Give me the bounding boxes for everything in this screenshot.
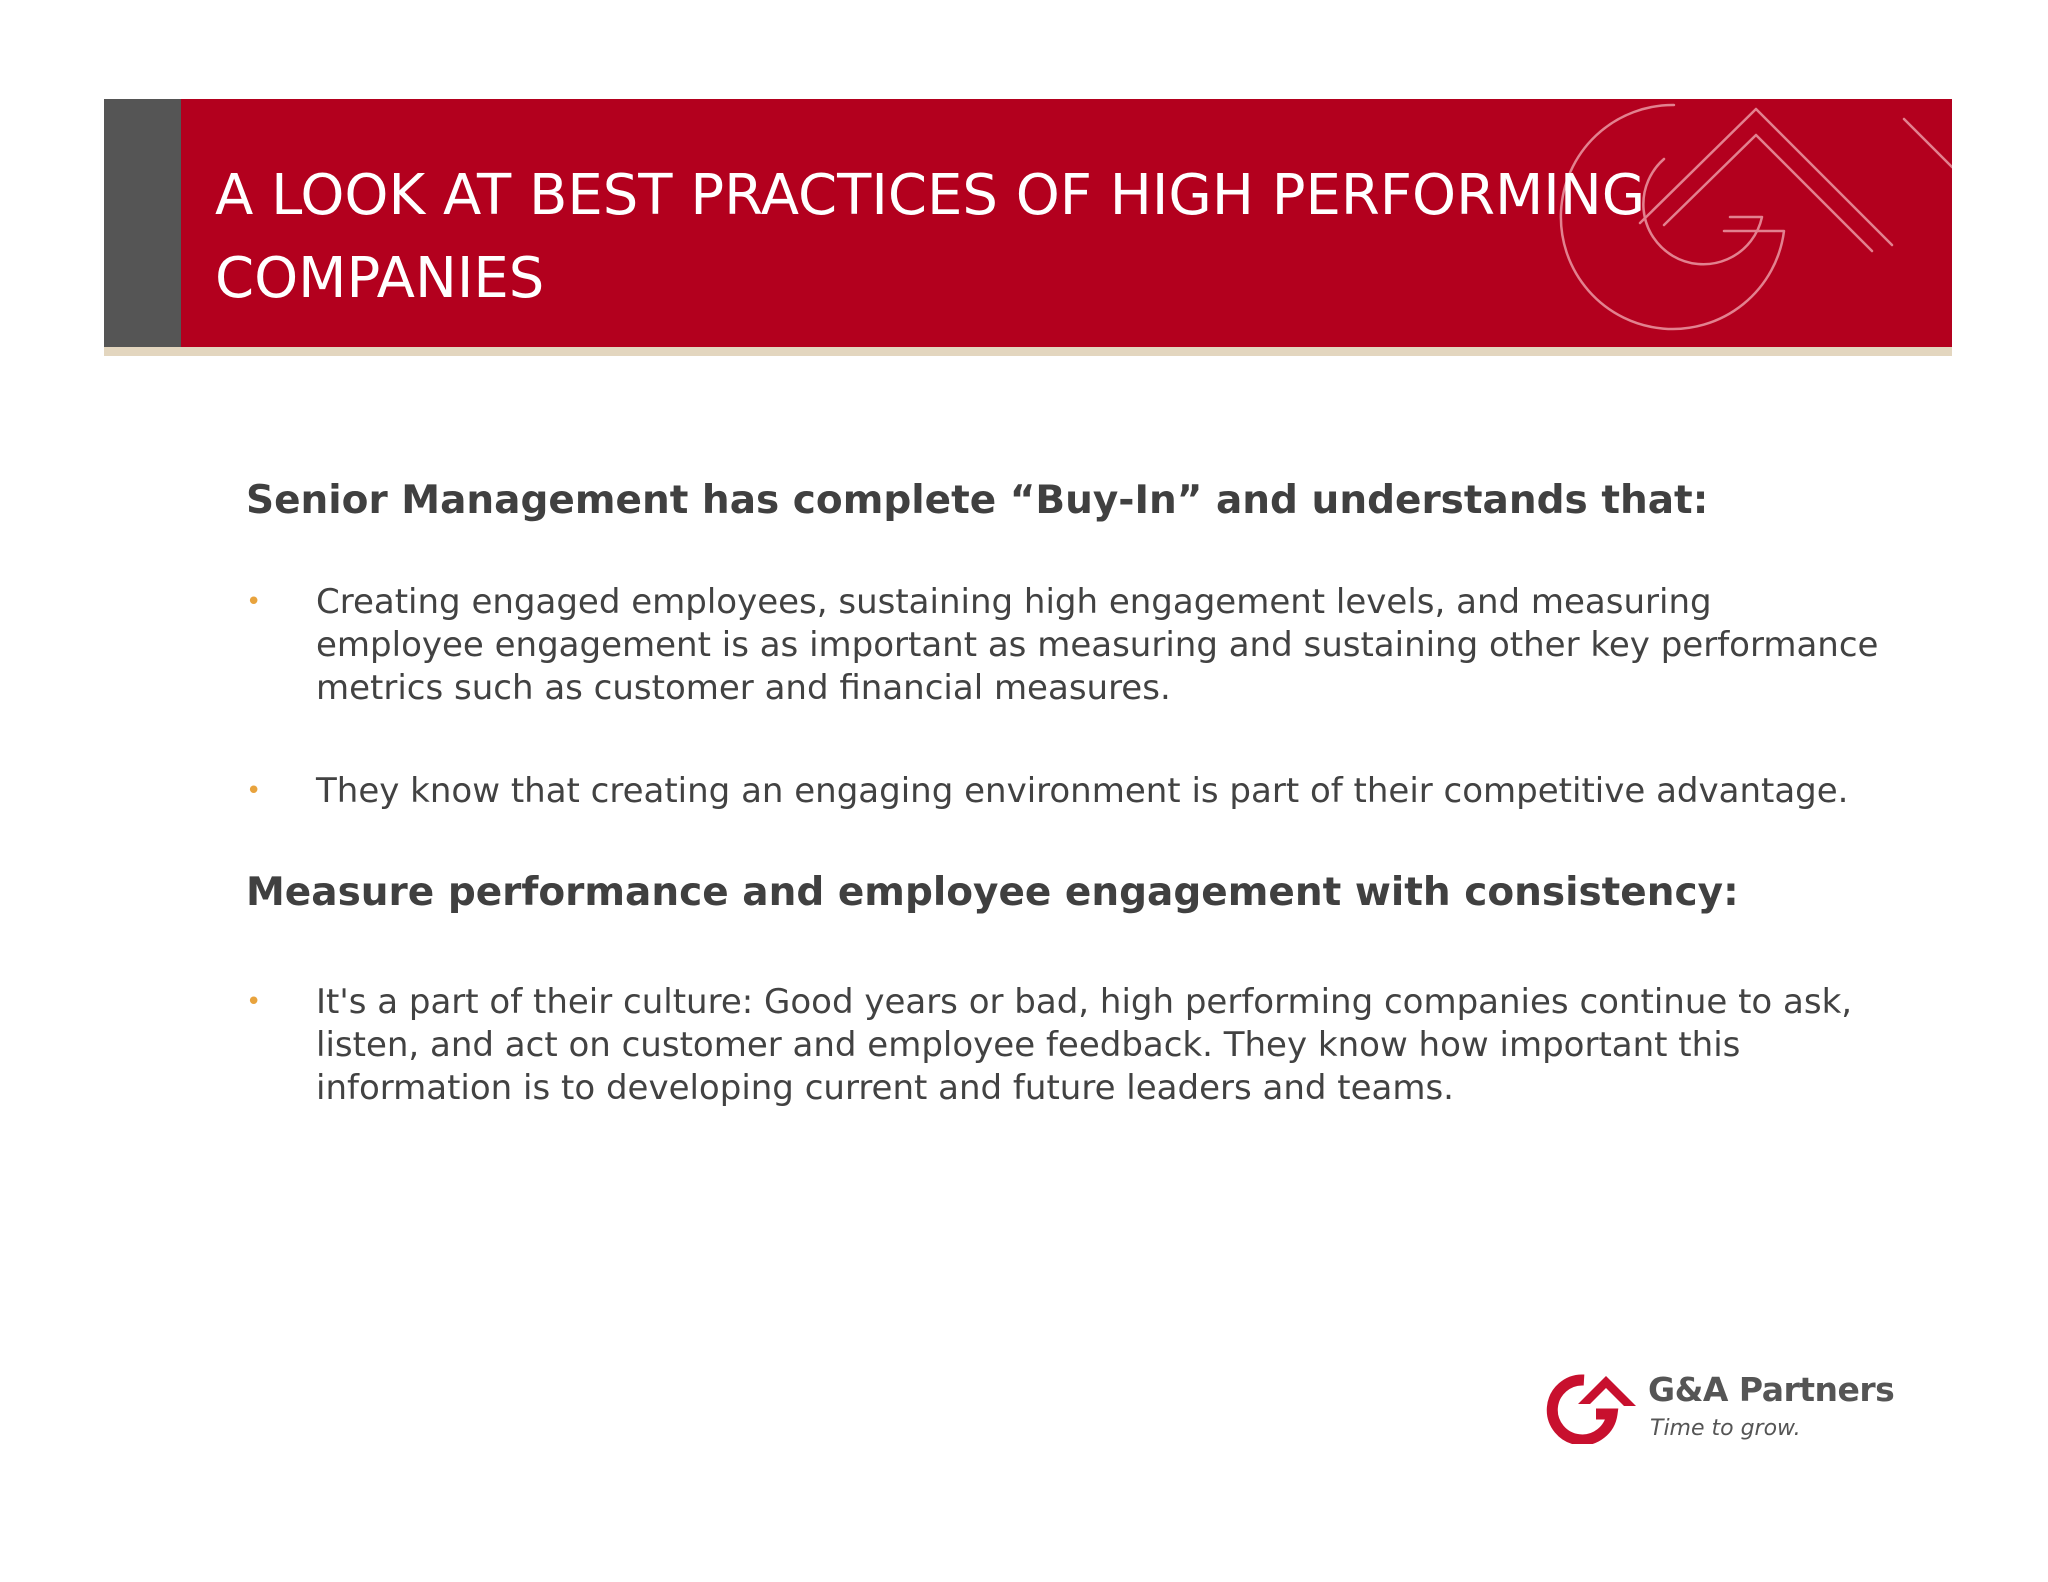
bullet-icon: • xyxy=(246,587,262,617)
section-heading: Senior Management has complete “Buy-In” … xyxy=(246,478,1709,523)
bullet-item: • Creating engaged employees, sustaining… xyxy=(246,581,1886,710)
bullet-icon: • xyxy=(246,776,262,806)
bullet-item: • They know that creating an engaging en… xyxy=(246,770,1886,813)
bullet-text: Creating engaged employees, sustaining h… xyxy=(316,582,1879,708)
bullet-item: • It's a part of their culture: Good yea… xyxy=(246,981,1886,1110)
logo-name: G&A Partners xyxy=(1648,1370,1895,1409)
title-banner xyxy=(104,99,1952,347)
ga-logo-mark-icon xyxy=(1546,1374,1636,1444)
slide-content: Senior Management has complete “Buy-In” … xyxy=(246,475,1886,1110)
company-logo: G&A Partners Time to grow. xyxy=(1540,1364,1895,1454)
bullet-text: They know that creating an engaging envi… xyxy=(316,771,1849,811)
logo-tagline: Time to grow. xyxy=(1650,1416,1801,1441)
banner-rule xyxy=(104,347,1952,356)
banner-accent-bar xyxy=(104,99,181,347)
bullet-text: It's a part of their culture: Good years… xyxy=(316,982,1853,1108)
page-title: A LOOK AT BEST PRACTICES OF HIGH PERFORM… xyxy=(215,163,1646,311)
section-heading: Measure performance and employee engagem… xyxy=(246,870,1739,915)
bullet-icon: • xyxy=(246,987,262,1017)
ga-logo-watermark-icon xyxy=(1559,103,1952,331)
